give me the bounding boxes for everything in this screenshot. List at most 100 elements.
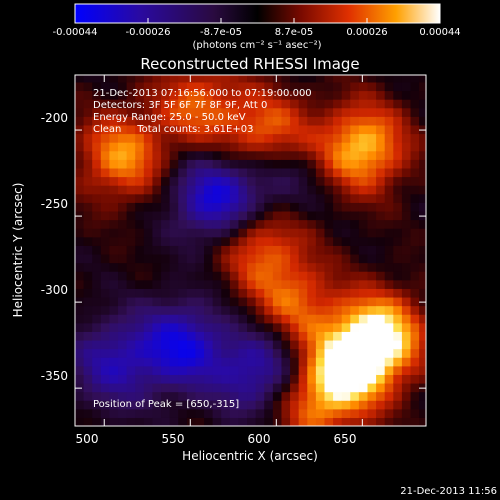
heatmap-cell	[410, 382, 420, 393]
heatmap-cell	[152, 124, 162, 135]
heatmap-cell	[118, 236, 128, 246]
heatmap-cell	[126, 305, 136, 315]
heatmap-cell	[75, 253, 85, 264]
heatmap-cell	[204, 202, 214, 212]
heatmap-cell	[350, 142, 360, 152]
heatmap-cell	[384, 331, 394, 341]
heatmap-cell	[92, 365, 102, 375]
heatmap-cell	[298, 288, 308, 298]
heatmap-cell	[264, 228, 274, 238]
heatmap-cell	[264, 124, 274, 135]
heatmap-cell	[367, 167, 377, 178]
heatmap-cell	[178, 202, 188, 212]
heatmap-cell	[307, 391, 317, 401]
heatmap-cell	[186, 279, 197, 289]
heatmap-cell	[118, 357, 128, 367]
heatmap-cell	[307, 124, 317, 135]
heatmap-cell	[143, 99, 154, 109]
heatmap-cell	[367, 279, 377, 289]
heatmap-cell	[212, 262, 222, 272]
heatmap-cell	[393, 331, 403, 341]
heatmap-cell	[161, 75, 171, 83]
heatmap-cell	[393, 193, 403, 203]
heatmap-cell	[152, 417, 162, 426]
heatmap-cell	[281, 75, 291, 83]
heatmap-cell	[367, 142, 377, 152]
heatmap-cell	[393, 348, 403, 358]
heatmap-cell	[290, 142, 300, 152]
heatmap-cell	[186, 116, 197, 126]
heatmap-cell	[384, 219, 394, 229]
heatmap-cell	[290, 305, 300, 315]
heatmap-cell	[126, 245, 136, 255]
heatmap-cell	[333, 305, 343, 315]
heatmap-cell	[315, 391, 326, 401]
heatmap-cell	[92, 90, 102, 100]
heatmap-cell	[264, 150, 274, 160]
heatmap-cell	[109, 81, 119, 92]
heatmap-cell	[290, 262, 300, 272]
heatmap-cell	[143, 339, 154, 350]
heatmap-cell	[178, 107, 188, 117]
heatmap-cell	[324, 159, 334, 169]
heatmap-cell	[401, 331, 412, 341]
heatmap-cell	[358, 357, 369, 367]
heatmap-cell	[169, 124, 179, 135]
heatmap-cell	[255, 107, 265, 117]
heatmap-cell	[83, 133, 93, 143]
heatmap-cell	[393, 81, 403, 92]
heatmap-cell	[410, 339, 420, 350]
heatmap-cell	[298, 236, 308, 246]
heatmap-cell	[75, 219, 85, 229]
heatmap-cell	[109, 253, 119, 264]
heatmap-cell	[75, 236, 85, 246]
heatmap-cell	[92, 417, 102, 426]
heatmap-cell	[298, 107, 308, 117]
heatmap-cell	[401, 90, 412, 100]
heatmap-cell	[307, 99, 317, 109]
heatmap-cell	[367, 408, 377, 418]
heatmap-cell	[393, 374, 403, 384]
heatmap-cell	[410, 219, 420, 229]
heatmap-cell	[350, 133, 360, 143]
heatmap-cell	[195, 167, 205, 178]
heatmap-cell	[410, 124, 420, 135]
heatmap-cell	[212, 322, 222, 332]
heatmap-cell	[298, 279, 308, 289]
heatmap-cell	[195, 314, 205, 324]
heatmap-cell	[100, 124, 111, 135]
heatmap-cell	[315, 382, 326, 393]
heatmap-cell	[161, 107, 171, 117]
heatmap-cell	[367, 262, 377, 272]
heatmap-cell	[75, 75, 85, 83]
heatmap-cell	[333, 159, 343, 169]
heatmap-cell	[75, 365, 85, 375]
heatmap-cell	[229, 167, 240, 178]
heatmap-cell	[92, 271, 102, 281]
heatmap-cell	[290, 167, 300, 178]
heatmap-cell	[83, 331, 93, 341]
heatmap-cell	[92, 408, 102, 418]
heatmap-cell	[212, 391, 222, 401]
heatmap-cell	[333, 142, 343, 152]
heatmap-cell	[255, 417, 265, 426]
heatmap-cell	[401, 374, 412, 384]
heatmap-cell	[376, 417, 386, 426]
heatmap-cell	[135, 339, 145, 350]
heatmap-cell	[290, 408, 300, 418]
heatmap-cell	[186, 90, 197, 100]
heatmap-cell	[212, 219, 222, 229]
heatmap-cell	[100, 314, 111, 324]
heatmap-cell	[290, 314, 300, 324]
heatmap-cell	[410, 159, 420, 169]
heatmap-cell	[307, 262, 317, 272]
heatmap-cell	[186, 305, 197, 315]
heatmap-cell	[358, 210, 369, 221]
heatmap-cell	[298, 193, 308, 203]
heatmap-cell	[324, 228, 334, 238]
heatmap-cell	[350, 245, 360, 255]
heatmap-cell	[367, 124, 377, 135]
heatmap-cell	[92, 331, 102, 341]
heatmap-cell	[92, 374, 102, 384]
heatmap-cell	[186, 288, 197, 298]
